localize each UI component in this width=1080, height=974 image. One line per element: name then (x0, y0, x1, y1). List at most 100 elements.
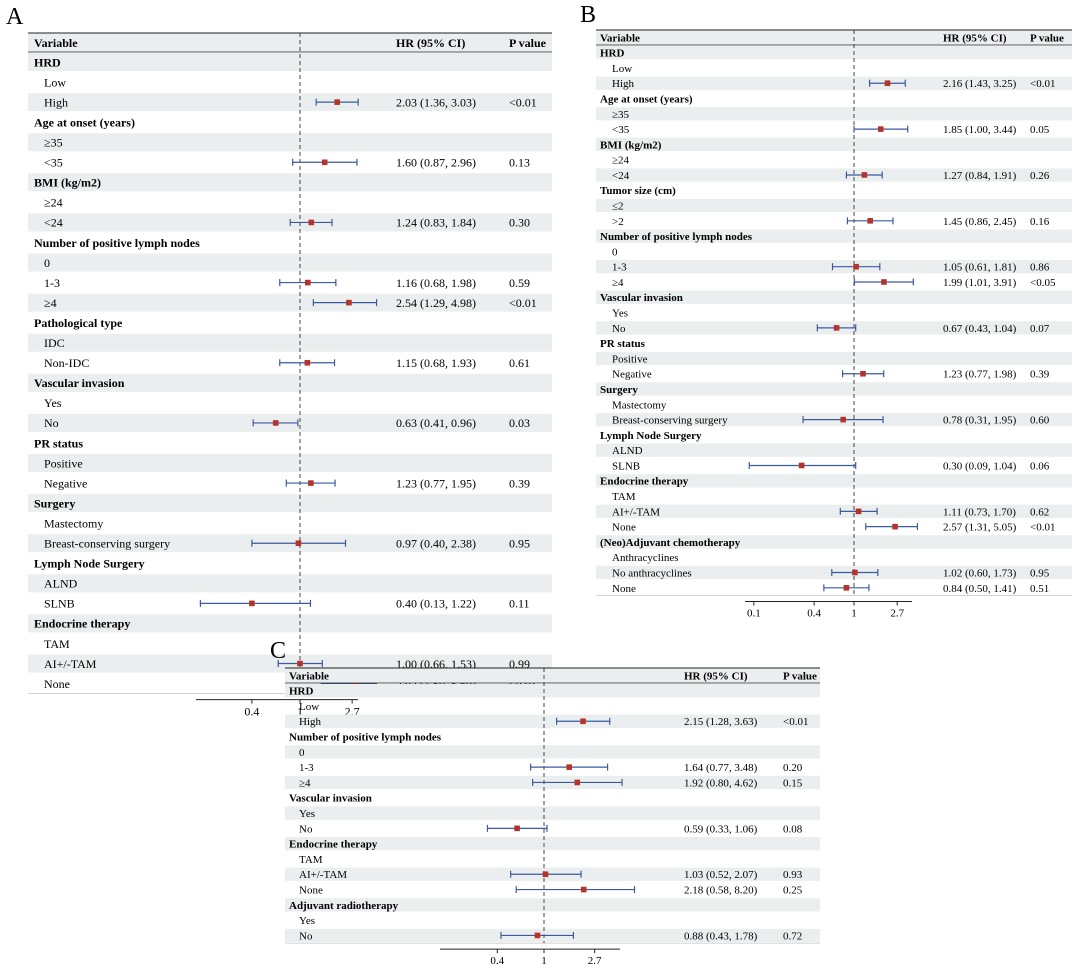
hr-point (877, 126, 884, 132)
hr-point (892, 523, 898, 530)
column-header-variable: Variable (34, 36, 78, 50)
hr-point (566, 764, 573, 770)
hr-ci-value: 1.23 (0.77, 1.98) (943, 369, 1017, 381)
hr-ci-value: 0.78 (0.31, 1.95) (943, 415, 1017, 427)
row-band (596, 382, 1072, 396)
group-label: Lymph Node Surgery (600, 430, 702, 442)
hr-point (574, 779, 581, 786)
hr-ci-value: 0.40 (0.13, 1.22) (396, 597, 476, 611)
row-label: Anthracyclines (612, 552, 679, 564)
row-band (285, 898, 820, 912)
hr-ci-value: 0.59 (0.33, 1.06) (684, 823, 758, 835)
row-label: <35 (612, 124, 630, 136)
row-band (285, 714, 820, 728)
row-band (285, 684, 820, 698)
hr-point (353, 680, 360, 687)
group-label: PR status (34, 436, 83, 450)
p-value: <0.01 (509, 296, 537, 310)
column-header-p: P value (783, 670, 817, 682)
row-label: 0 (44, 256, 50, 270)
row-band (28, 253, 552, 272)
row-label: ≥4 (44, 296, 57, 310)
row-band (28, 494, 552, 513)
row-label: IDC (44, 336, 65, 350)
header-band (285, 668, 820, 683)
row-label: Mastectomy (612, 399, 667, 411)
row-label: No (299, 930, 313, 942)
p-value: <0.05 (1030, 277, 1056, 289)
row-label: ≥35 (44, 136, 63, 150)
row-label: Yes (612, 308, 628, 320)
row-label: Breast-conserving surgery (44, 537, 170, 551)
row-band (596, 168, 1072, 182)
hr-point (346, 299, 352, 306)
row-label: >2 (612, 216, 624, 228)
row-label: SLNB (44, 597, 75, 611)
hr-ci-value: 1.27 (0.84, 1.91) (943, 170, 1017, 182)
row-label: Mastectomy (44, 516, 103, 530)
row-label: Negative (44, 476, 87, 490)
hr-point (304, 279, 311, 286)
row-label: High (299, 716, 322, 728)
p-value: 0.30 (509, 216, 530, 230)
row-label: Non-IDC (44, 356, 89, 370)
group-label: PR status (600, 338, 646, 350)
column-header-hr: HR (95% CI) (684, 670, 748, 682)
hr-point (881, 279, 887, 285)
group-label: Tumor size (cm) (600, 185, 676, 197)
p-value: 0.95 (509, 537, 530, 551)
row-label: 0 (299, 747, 305, 759)
panel-letter: A (6, 4, 24, 30)
p-value: 0.06 (1030, 460, 1050, 472)
row-label: Breast-conserving surgery (612, 415, 728, 427)
group-label: BMI (kg/m2) (34, 176, 101, 190)
row-label: ALND (612, 445, 643, 457)
hr-ci-value: 1.60 (0.87, 2.96) (396, 156, 476, 170)
x-tick-label: 2.7 (890, 607, 904, 619)
hr-ci-value: 1.03 (0.52, 2.07) (684, 869, 758, 881)
hr-point (534, 932, 541, 939)
row-label: Yes (299, 808, 315, 820)
row-band (596, 198, 1072, 213)
hr-ci-value: 1.99 (1.01, 3.91) (943, 277, 1017, 289)
p-value: <0.01 (1030, 78, 1055, 90)
row-band (596, 107, 1072, 121)
x-tick-label: 1 (851, 607, 857, 619)
hr-point (297, 660, 303, 667)
hr-ci-value: 1.11 (0.73, 1.70) (943, 506, 1016, 518)
hr-ci-value: 0.63 (0.41, 0.96) (396, 416, 476, 430)
p-value: 0.16 (1030, 216, 1050, 228)
row-label: ALND (44, 577, 78, 591)
p-value: 0.13 (509, 156, 530, 170)
hr-ci-value: 1.16 (0.68, 1.98) (396, 276, 476, 290)
hr-point (272, 420, 279, 426)
row-band (596, 290, 1072, 304)
hr-point (514, 825, 520, 832)
p-value: 0.59 (509, 276, 530, 290)
hr-point (249, 600, 255, 607)
row-band (28, 574, 552, 593)
p-value: 0.51 (1030, 583, 1049, 595)
hr-ci-value: 1.92 (0.80, 4.62) (684, 777, 758, 789)
p-value: 0.03 (509, 416, 530, 430)
group-label: HRD (289, 686, 314, 698)
x-tick-label: 1 (297, 705, 303, 719)
hr-ci-value: 0.88 (0.43, 1.78) (684, 930, 758, 942)
row-label: Yes (44, 396, 62, 410)
row-band (28, 93, 552, 112)
row-label: AI+/-TAM (612, 506, 660, 518)
hr-ci-value: 1.02 (0.60, 1.73) (943, 567, 1017, 579)
column-header-hr: HR (95% CI) (396, 36, 465, 50)
row-band (28, 173, 552, 192)
hr-point (855, 508, 862, 515)
hr-point (833, 325, 840, 331)
group-label: Age at onset (years) (34, 115, 135, 129)
hr-ci-value: 1.05 (0.61, 1.81) (943, 262, 1017, 274)
column-header-p: P value (509, 36, 547, 50)
row-label: <24 (612, 170, 630, 182)
row-label: No (299, 823, 313, 835)
row-label: AI+/-TAM (299, 869, 347, 881)
panel-letter: B (580, 2, 596, 28)
p-value: 0.15 (783, 777, 803, 789)
hr-ci-value: 0.67 (0.43, 1.04) (943, 323, 1017, 335)
